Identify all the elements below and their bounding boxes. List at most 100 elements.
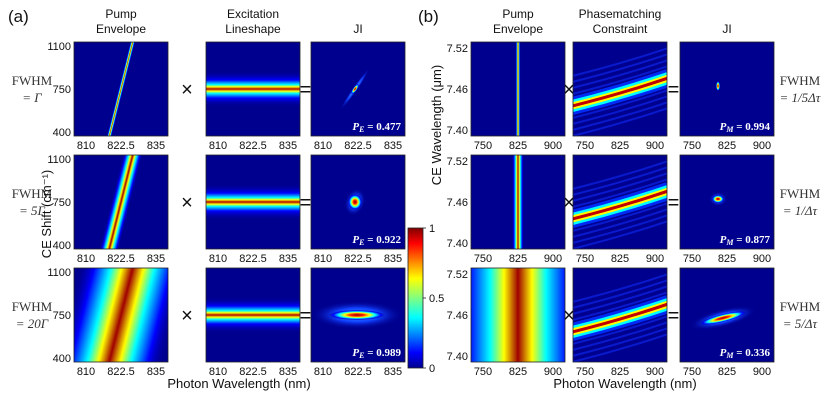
purity-value: = 0.877 bbox=[733, 234, 770, 246]
purity-symbol: P bbox=[720, 347, 727, 359]
purity-label: PM = 0.994 bbox=[720, 121, 771, 134]
x-tick-label: 835 bbox=[279, 253, 297, 265]
x-tick-label: 810 bbox=[209, 366, 227, 378]
x-tick-label: 750 bbox=[576, 253, 594, 265]
row-label-fwhm: FWHM bbox=[12, 299, 53, 314]
column-title: Lineshape bbox=[225, 22, 281, 36]
panel-frame bbox=[572, 41, 668, 137]
phasematching-band bbox=[573, 53, 667, 83]
row-label-fwhm: FWHM bbox=[780, 299, 821, 314]
ji-spot bbox=[716, 81, 720, 91]
column-title: JI bbox=[353, 22, 362, 36]
phasematching-band bbox=[573, 273, 667, 303]
y-axis-label: CE Wavelength (μm) bbox=[429, 65, 444, 185]
ji-spot bbox=[348, 194, 362, 210]
pump-band bbox=[74, 268, 168, 362]
ji-plot bbox=[311, 155, 405, 249]
x-tick-label: 750 bbox=[683, 253, 701, 265]
equals-operator: = bbox=[300, 192, 312, 214]
ji-plot bbox=[680, 268, 774, 362]
phasematching-band bbox=[573, 327, 667, 357]
purity-label: PM = 0.336 bbox=[720, 347, 771, 360]
phasematching-band bbox=[573, 107, 667, 136]
equals-operator: = bbox=[668, 305, 680, 327]
phasematching-band bbox=[573, 285, 667, 315]
row-label-fwhm: FWHM bbox=[780, 186, 821, 201]
x-tick-label: 835 bbox=[147, 366, 165, 378]
phasematching-band bbox=[573, 65, 667, 95]
panel-frame bbox=[572, 154, 668, 250]
x-tick-label: 822.5 bbox=[239, 253, 267, 265]
x-tick-label: 822.5 bbox=[107, 140, 135, 152]
x-tick-label: 822.5 bbox=[107, 253, 135, 265]
pump-envelope-plot bbox=[471, 42, 565, 136]
ji-plot bbox=[680, 42, 774, 136]
pump-envelope-plot bbox=[471, 155, 565, 249]
phasematching-band bbox=[573, 302, 667, 334]
x-tick-label: 835 bbox=[147, 253, 165, 265]
purity-value: = 0.989 bbox=[364, 347, 401, 359]
phasematching-band bbox=[573, 333, 667, 362]
equals-operator: = bbox=[668, 192, 680, 214]
phasematching-band bbox=[573, 214, 667, 244]
column-title: Excitation bbox=[227, 7, 279, 21]
x-tick-label: 825 bbox=[611, 140, 629, 152]
purity-value: = 0.922 bbox=[364, 234, 401, 246]
phasematching-band bbox=[573, 189, 667, 221]
y-tick-label: 7.40 bbox=[447, 238, 468, 250]
x-tick-label: 900 bbox=[753, 253, 771, 265]
x-tick-label: 750 bbox=[576, 366, 594, 378]
x-tick-label: 835 bbox=[279, 140, 297, 152]
pump-band bbox=[471, 268, 565, 362]
phasematching-band bbox=[573, 59, 667, 89]
phasematching-band bbox=[573, 220, 667, 249]
x-tick-label: 825 bbox=[718, 140, 736, 152]
colorbar-tick-label: 1 bbox=[429, 223, 435, 235]
x-tick-label: 810 bbox=[77, 253, 95, 265]
purity-symbol: P bbox=[720, 234, 727, 246]
pump-band bbox=[515, 42, 521, 136]
purity-symbol: P bbox=[352, 234, 359, 246]
x-tick-label: 822.5 bbox=[344, 140, 372, 152]
panel-frame bbox=[470, 154, 566, 250]
x-tick-label: 825 bbox=[509, 140, 527, 152]
y-tick-label: 1100 bbox=[47, 154, 71, 166]
phasematching-band bbox=[573, 208, 667, 238]
phasematching-plot bbox=[573, 155, 667, 249]
purity-symbol: P bbox=[720, 121, 727, 133]
x-tick-label: 825 bbox=[718, 253, 736, 265]
panel-background bbox=[680, 42, 774, 136]
panel-label: (b) bbox=[418, 7, 439, 26]
equals-operator: = bbox=[668, 79, 680, 101]
pump-band-group bbox=[95, 42, 147, 136]
purity-label: PE = 0.922 bbox=[352, 234, 401, 247]
x-tick-label: 835 bbox=[279, 366, 297, 378]
y-tick-label: 400 bbox=[53, 127, 71, 139]
y-tick-label: 750 bbox=[53, 310, 71, 322]
phasematching-band bbox=[573, 76, 667, 108]
excitation-lineshape-plot bbox=[206, 42, 300, 136]
phasematching-band bbox=[573, 279, 667, 309]
purity-symbol: P bbox=[352, 347, 359, 359]
x-tick-label: 750 bbox=[474, 140, 492, 152]
ji-spot bbox=[712, 195, 724, 203]
pump-band bbox=[87, 155, 155, 249]
purity-label: PE = 0.989 bbox=[352, 347, 401, 360]
purity-value: = 0.336 bbox=[733, 347, 770, 359]
row-label-fwhm: FWHM bbox=[780, 73, 821, 88]
panel-frame bbox=[205, 267, 301, 363]
x-tick-label: 900 bbox=[544, 140, 562, 152]
row-label-value: = 5/Δτ bbox=[783, 316, 819, 331]
row-label-value: = 1/Δτ bbox=[783, 203, 819, 218]
panel-background bbox=[680, 155, 774, 249]
column-title: Constraint bbox=[593, 22, 648, 36]
purity-label: PM = 0.877 bbox=[720, 234, 771, 247]
purity-value: = 0.477 bbox=[364, 121, 401, 133]
ji-plot bbox=[680, 155, 774, 249]
y-tick-label: 7.52 bbox=[447, 156, 468, 168]
phasematching-band bbox=[573, 321, 667, 351]
panel-frame bbox=[73, 154, 169, 250]
pump-band-group bbox=[74, 268, 168, 362]
x-tick-label: 825 bbox=[509, 366, 527, 378]
times-operator: × bbox=[563, 192, 575, 214]
